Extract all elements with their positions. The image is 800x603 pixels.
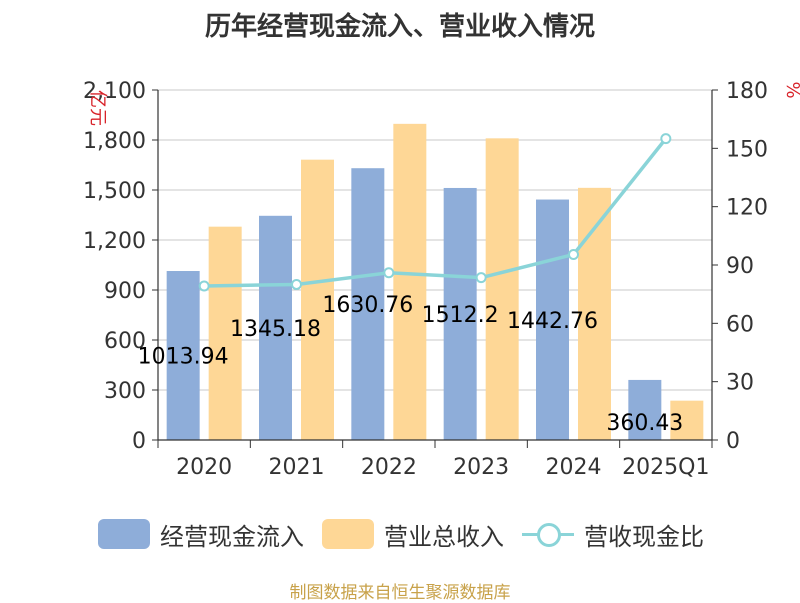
bar-revenue [485,138,519,441]
legend-label-cash-inflow: 经营现金流入 [160,522,304,551]
legend-swatch-cash-inflow [98,519,150,549]
bar-revenue [393,123,427,440]
legend-item-revenue[interactable]: 营业总收入 [322,516,504,552]
ratio-line [204,137,668,288]
data-label-cash-inflow: 1512.2 [422,303,499,328]
bar-revenue [301,159,334,440]
left-tick-label: 900 [104,279,146,304]
data-label-cash-inflow: 1630.76 [322,293,413,318]
ratio-point [475,272,487,284]
ratio-point [291,278,302,290]
ratio-point [383,267,395,279]
left-axis-unit: 亿元 [87,90,108,126]
x-tick-label: 2024 [546,455,602,480]
legend-swatch-ratio [522,519,574,549]
right-tick-label: 150 [726,137,768,162]
data-label-cash-inflow: 360.43 [606,411,683,436]
left-tick-label: 300 [104,379,146,404]
bar-cash-inflow [259,215,292,440]
bar-cash-inflow [443,187,477,440]
left-tick-label: 1,200 [83,229,146,254]
legend-swatch-revenue [322,519,374,549]
chart-title: 历年经营现金流入、营业收入情况 [204,12,595,42]
data-label-cash-inflow: 1442.76 [507,309,598,334]
x-tick-label: 2023 [453,455,509,480]
legend-label-revenue: 营业总收入 [384,522,504,551]
left-tick-label: 600 [104,329,146,354]
right-tick-label: 30 [726,371,754,396]
left-tick-label: 0 [132,429,146,454]
legend-item-ratio[interactable]: 营收现金比 [522,516,704,552]
right-tick-label: 180 [726,79,768,104]
x-tick-label: 2021 [269,455,325,480]
legend-label-ratio: 营收现金比 [584,522,704,551]
bar-revenue [670,400,704,440]
data-label-cash-inflow: 1013.94 [138,345,229,370]
right-tick-label: 0 [726,429,740,454]
ratio-point [198,280,210,292]
bar-revenue [208,226,242,440]
x-tick-label: 2025Q1 [622,455,709,480]
axes: 0 300 600 900 1,200 1,500 1,800 2,100 0 30 60 90 120… [83,79,800,480]
bar-cash-inflow [166,271,200,440]
data-label-cash-inflow: 1345.18 [230,317,321,342]
right-tick-label: 120 [726,196,768,221]
bar-cash-inflow [628,379,662,440]
grid-lines [158,89,712,391]
bar-series [166,123,704,441]
left-tick-label: 2,100 [83,79,146,104]
legend-item-cash-inflow[interactable]: 经营现金流入 [98,516,304,552]
right-tick-label: 60 [726,312,754,337]
x-tick-label: 2022 [361,455,417,480]
ratio-point [660,133,672,145]
x-tick-label: 2020 [176,455,232,480]
source-note: 制图数据来自恒生聚源数据库 [289,583,511,603]
legend: 经营现金流入 营业总收入 营收现金比 [0,516,800,556]
bar-cash-inflow [351,168,385,440]
right-axis-unit: % [782,81,800,98]
left-tick-label: 1,800 [83,129,146,154]
ratio-point [568,249,579,260]
bar-cash-inflow [536,199,569,440]
right-tick-label: 90 [726,254,754,279]
ratio-line-series [198,133,672,292]
left-tick-label: 1,500 [83,179,146,204]
